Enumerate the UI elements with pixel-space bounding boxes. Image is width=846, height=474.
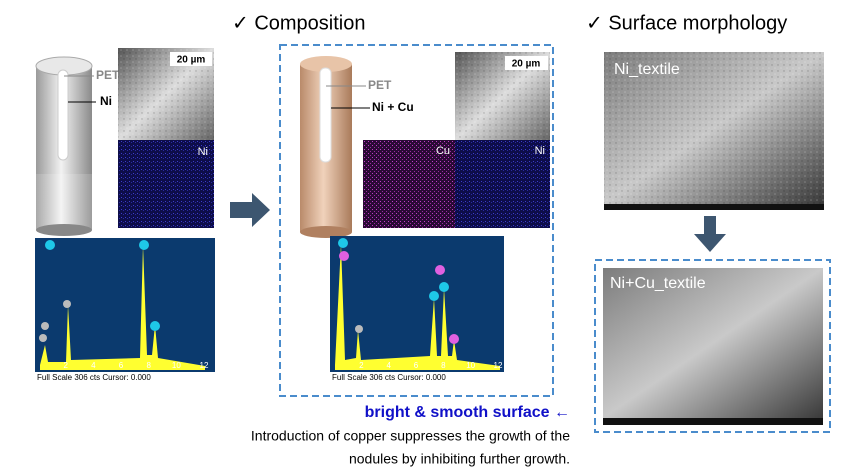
spectrum-tick-label: 4 (386, 361, 391, 370)
label: PET (96, 68, 120, 82)
image-label: Ni+Cu_textile (610, 275, 706, 292)
sem-databar (603, 418, 823, 425)
highlight: bright & smooth surface ← (365, 404, 570, 421)
highlight-box (279, 44, 554, 397)
scale-label: 20 µm (512, 59, 541, 70)
label: PET (368, 78, 392, 92)
scale-bg (505, 56, 548, 70)
eds-map (363, 140, 455, 228)
spectrum-tick-label: 12 (494, 361, 503, 370)
arrow (694, 216, 726, 252)
spectrum-tick-label: 6 (119, 361, 124, 370)
heading: ✓ Composition (232, 12, 365, 34)
note-line: nodules by inhibiting further growth. (349, 451, 570, 467)
scale-bg (170, 52, 212, 66)
map-label: Ni (198, 146, 208, 158)
cu-schematic (300, 56, 370, 238)
image-label: Ni_textile (614, 61, 680, 78)
eds-map (455, 140, 550, 228)
eds-map (118, 140, 214, 228)
spectrum-tick-label: 4 (91, 361, 96, 370)
sem-texture (604, 52, 824, 204)
scale-label: 20 µm (177, 55, 206, 66)
spectrum-footer: Full Scale 306 cts Cursor: 0.000 (332, 373, 446, 382)
spectrum (35, 238, 215, 382)
spectrum-tick-label: 10 (172, 361, 181, 370)
spectrum (330, 236, 504, 382)
spectrum-tick-label: 12 (200, 361, 209, 370)
note-line: Introduction of copper suppresses the gr… (251, 428, 570, 444)
spectrum-tick-label: 8 (146, 361, 151, 370)
spectrum-tick-label: 10 (466, 361, 475, 370)
spectrum-tick-label: 2 (359, 361, 364, 370)
spectrum-tick-label: 2 (63, 361, 68, 370)
spectrum-tick-label: 8 (441, 361, 446, 370)
map-label: Cu (436, 145, 450, 157)
ni-schematic (35, 56, 96, 236)
map-label: Ni (535, 145, 545, 157)
heading: ✓ Surface morphology (586, 12, 787, 34)
spectrum-footer: Full Scale 306 cts Cursor: 0.000 (37, 373, 151, 382)
label: Ni (100, 94, 112, 108)
spectrum-footer-bg (330, 372, 504, 382)
spectrum-tick-label: 6 (414, 361, 419, 370)
label: Ni + Cu (372, 100, 414, 114)
spectrum-footer-bg (35, 372, 215, 382)
sem-image (603, 268, 823, 418)
arrow (230, 193, 270, 227)
sem-databar (604, 204, 824, 210)
highlight-box (594, 259, 831, 433)
